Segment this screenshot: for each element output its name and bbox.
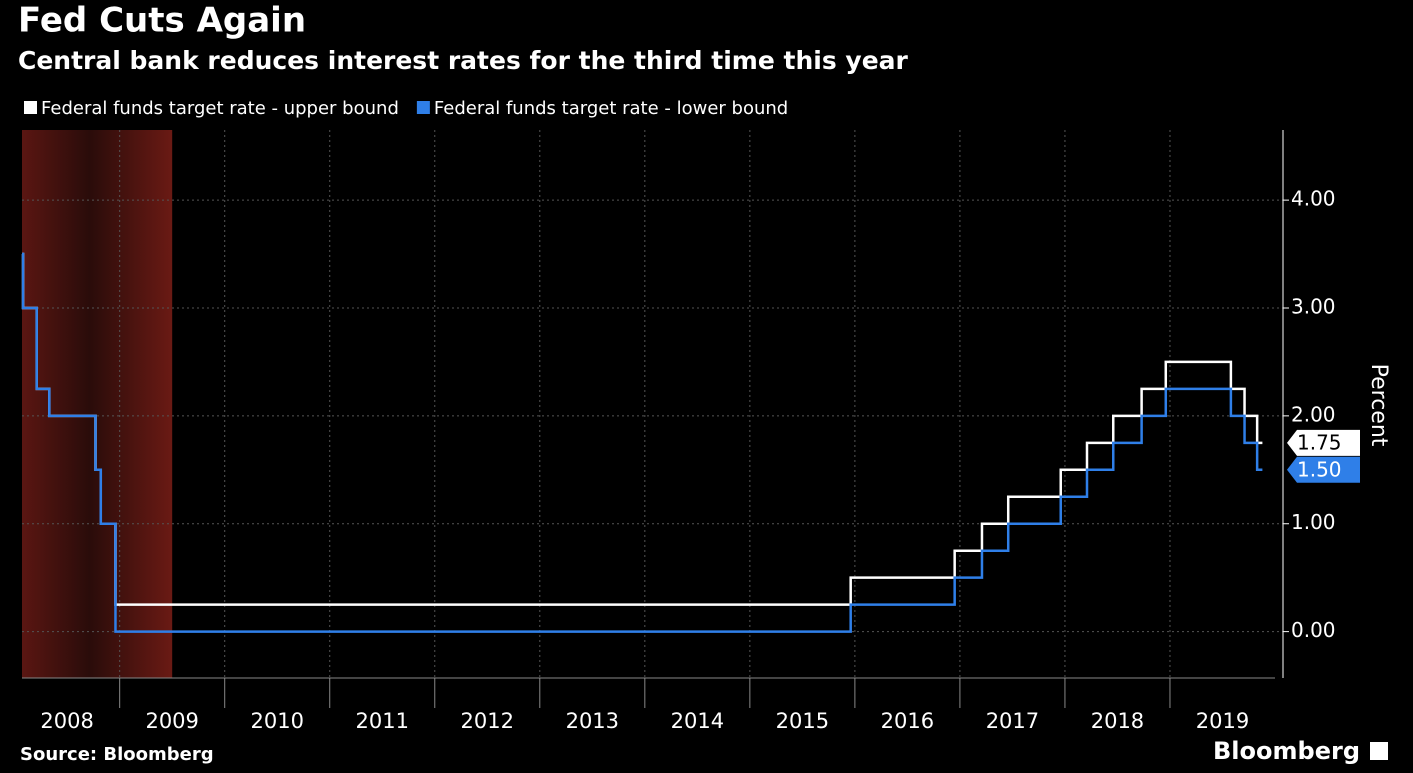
y-axis-label: Percent	[1366, 364, 1391, 447]
x-tick-label: 2011	[356, 709, 409, 733]
y-tick-label: 1.00	[1291, 510, 1336, 534]
x-tick-label: 2009	[145, 709, 198, 733]
x-tick-label: 2019	[1196, 709, 1249, 733]
x-tick-label: 2013	[566, 709, 619, 733]
x-tick-label: 2012	[461, 709, 514, 733]
legend-swatch	[416, 101, 430, 114]
x-tick-label: 2010	[250, 709, 303, 733]
shaded-range	[22, 130, 173, 678]
y-tick-label: 2.00	[1291, 402, 1336, 426]
y-tick-label: 3.00	[1291, 294, 1336, 318]
x-tick-label: 2015	[776, 709, 829, 733]
legend-label: Federal funds target rate - lower bound	[434, 98, 788, 119]
brand-icon	[1370, 742, 1388, 760]
x-tick-label: 2016	[881, 709, 934, 733]
x-tick-label: 2017	[986, 709, 1039, 733]
legend-label: Federal funds target rate - upper bound	[41, 98, 399, 119]
x-tick-label: 2014	[671, 709, 724, 733]
value-label: 1.50	[1297, 457, 1342, 481]
y-tick-label: 0.00	[1291, 618, 1336, 642]
value-badge	[1287, 456, 1360, 483]
x-tick-label: 2008	[40, 709, 93, 733]
series-line	[21, 252, 1263, 606]
legend-swatch	[24, 101, 37, 114]
x-tick-label: 2018	[1091, 709, 1144, 733]
value-badge	[1287, 429, 1360, 456]
value-label: 1.75	[1297, 430, 1342, 454]
series-line	[21, 252, 1263, 633]
brand: Bloomberg	[1213, 737, 1360, 765]
y-tick-label: 4.00	[1291, 187, 1336, 211]
chart-subtitle: Central bank reduces interest rates for …	[18, 46, 909, 75]
chart-title: Fed Cuts Again	[18, 1, 306, 41]
source: Source: Bloomberg	[20, 744, 214, 765]
